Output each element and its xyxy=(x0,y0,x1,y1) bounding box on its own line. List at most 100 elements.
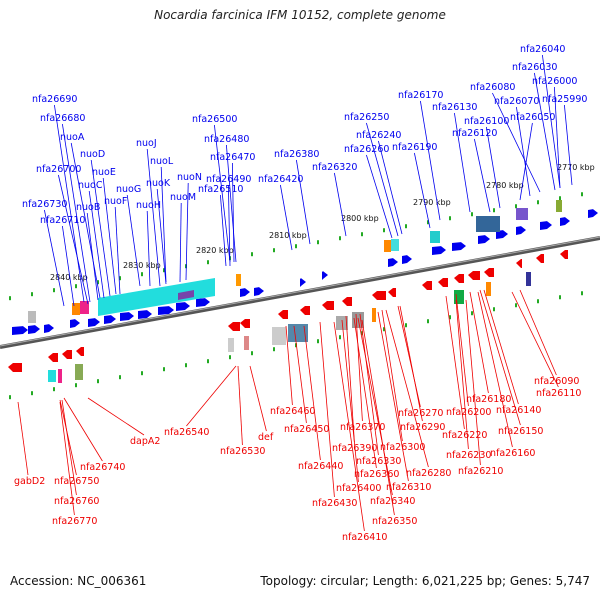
reverse-leader-line xyxy=(353,317,377,469)
forward-gene-label: nfa26030 xyxy=(512,62,557,73)
reverse-leader-line xyxy=(285,325,293,406)
forward-leader-line xyxy=(228,184,231,267)
reverse-gene-arrow xyxy=(516,259,522,268)
forward-leader-line xyxy=(542,54,561,189)
gene-block-cyan xyxy=(430,231,440,243)
reverse-gene-label: nfa26400 xyxy=(336,483,381,494)
gene-block-orange xyxy=(236,274,241,286)
gene-block-olive xyxy=(75,364,83,380)
forward-gene-label: nfa26700 xyxy=(36,164,81,175)
reverse-leader-line xyxy=(17,401,29,476)
reverse-leader-line xyxy=(319,321,335,498)
gene-block-olive xyxy=(556,200,562,212)
forward-leader-line xyxy=(516,106,531,197)
reverse-gene-label: nfa26330 xyxy=(356,456,401,467)
forward-leader-line xyxy=(220,194,227,267)
gene-block-green xyxy=(454,290,464,304)
reverse-gene-label: nfa26150 xyxy=(498,426,543,437)
forward-leader-line xyxy=(519,122,533,201)
forward-gene-label: nfa26730 xyxy=(22,199,67,210)
kbp-tick-label: 2810 kbp xyxy=(269,231,307,240)
gene-block-orange xyxy=(384,240,391,252)
forward-gene-arrow xyxy=(322,271,328,280)
reverse-leader-line xyxy=(381,309,403,442)
forward-leader-line xyxy=(420,100,441,221)
reverse-leader-line xyxy=(357,317,393,496)
forward-leader-line xyxy=(58,174,89,305)
reverse-gene-label: nfa26140 xyxy=(496,405,541,416)
reverse-leader-line xyxy=(59,399,77,476)
forward-gene-arrow xyxy=(496,230,508,239)
reverse-leader-line xyxy=(333,321,365,532)
forward-gene-arrow xyxy=(138,310,152,319)
forward-leader-line xyxy=(232,162,235,263)
forward-gene-arrow xyxy=(300,278,306,287)
forward-gene-arrow xyxy=(388,258,398,267)
reverse-gene-label: nfa26340 xyxy=(370,496,415,507)
forward-gene-arrow xyxy=(588,209,598,218)
reverse-gene-arrow xyxy=(48,353,58,362)
reverse-gene-label: nfa26160 xyxy=(490,448,535,459)
forward-gene-label: nuoG xyxy=(116,184,141,195)
reverse-gene-arrow xyxy=(228,322,240,331)
reverse-leader-line xyxy=(249,365,267,432)
forward-leader-line xyxy=(146,210,151,287)
forward-leader-line xyxy=(296,159,311,245)
forward-gene-label: nfa26680 xyxy=(40,113,85,124)
forward-leader-line xyxy=(88,190,105,299)
genome-backbone xyxy=(0,236,600,349)
reverse-leader-line xyxy=(483,289,519,405)
forward-gene-arrow xyxy=(28,325,40,334)
reverse-leader-line xyxy=(519,289,557,376)
reverse-gene-label: def xyxy=(258,432,274,443)
reverse-gene-label: nfa26440 xyxy=(298,461,343,472)
forward-leader-line xyxy=(564,104,573,186)
accession-text: Accession: NC_006361 xyxy=(10,574,147,588)
gene-block-orange xyxy=(372,308,376,322)
gene-block-grey xyxy=(272,327,286,345)
forward-gene-label: nfa26050 xyxy=(510,112,555,123)
reverse-gene-label: dapA2 xyxy=(130,436,160,447)
forward-gene-label: nuoD xyxy=(80,149,105,160)
forward-gene-label: nfa26000 xyxy=(532,76,577,87)
reverse-gene-arrow xyxy=(536,254,544,263)
forward-gene-arrow xyxy=(402,255,412,264)
forward-gene-arrow xyxy=(158,306,174,315)
forward-gene-arrow xyxy=(540,221,552,230)
reverse-gene-label: nfa26180 xyxy=(466,394,511,405)
forward-gene-label: nuoM xyxy=(170,192,196,203)
forward-leader-line xyxy=(114,206,121,295)
forward-leader-line xyxy=(179,202,182,283)
reverse-gene-arrow xyxy=(372,291,386,300)
forward-gene-label: nuoB xyxy=(76,202,100,213)
forward-gene-arrow xyxy=(104,315,116,324)
reverse-gene-label: nfa26090 xyxy=(534,376,579,387)
forward-leader-line xyxy=(146,148,161,287)
kbp-tick-label: 2790 kbp xyxy=(413,198,451,207)
kbp-tick-label: 2770 kbp xyxy=(557,163,595,172)
topology-summary: Topology: circular; Length: 6,021,225 bp… xyxy=(260,574,590,588)
reverse-leader-line xyxy=(361,319,395,516)
reverse-gene-label: nfa26370 xyxy=(340,422,385,433)
gene-block-purple xyxy=(516,208,528,220)
forward-gene-label: nfa26510 xyxy=(198,184,243,195)
forward-gene-label: nfa26130 xyxy=(432,102,477,113)
reverse-leader-line xyxy=(455,293,469,407)
forward-gene-label: nfa26190 xyxy=(392,142,437,153)
forward-gene-arrow xyxy=(560,217,570,226)
forward-gene-label: nfa26240 xyxy=(356,130,401,141)
reverse-leader-line xyxy=(293,325,307,424)
reverse-leader-line xyxy=(63,397,103,462)
forward-leader-line xyxy=(214,124,231,263)
forward-leader-line xyxy=(366,122,399,237)
gene-block-orange xyxy=(486,282,491,296)
forward-gene-arrow xyxy=(44,324,54,333)
forward-gene-arrow xyxy=(176,302,190,311)
reverse-gene-arrow xyxy=(560,250,568,259)
kbp-tick-label: 2780 kbp xyxy=(486,181,524,190)
gene-block-cyan xyxy=(48,370,56,382)
forward-gene-label: nfa26500 xyxy=(192,114,237,125)
reverse-leader-line xyxy=(237,365,243,446)
forward-gene-label: nfa25990 xyxy=(542,94,587,105)
